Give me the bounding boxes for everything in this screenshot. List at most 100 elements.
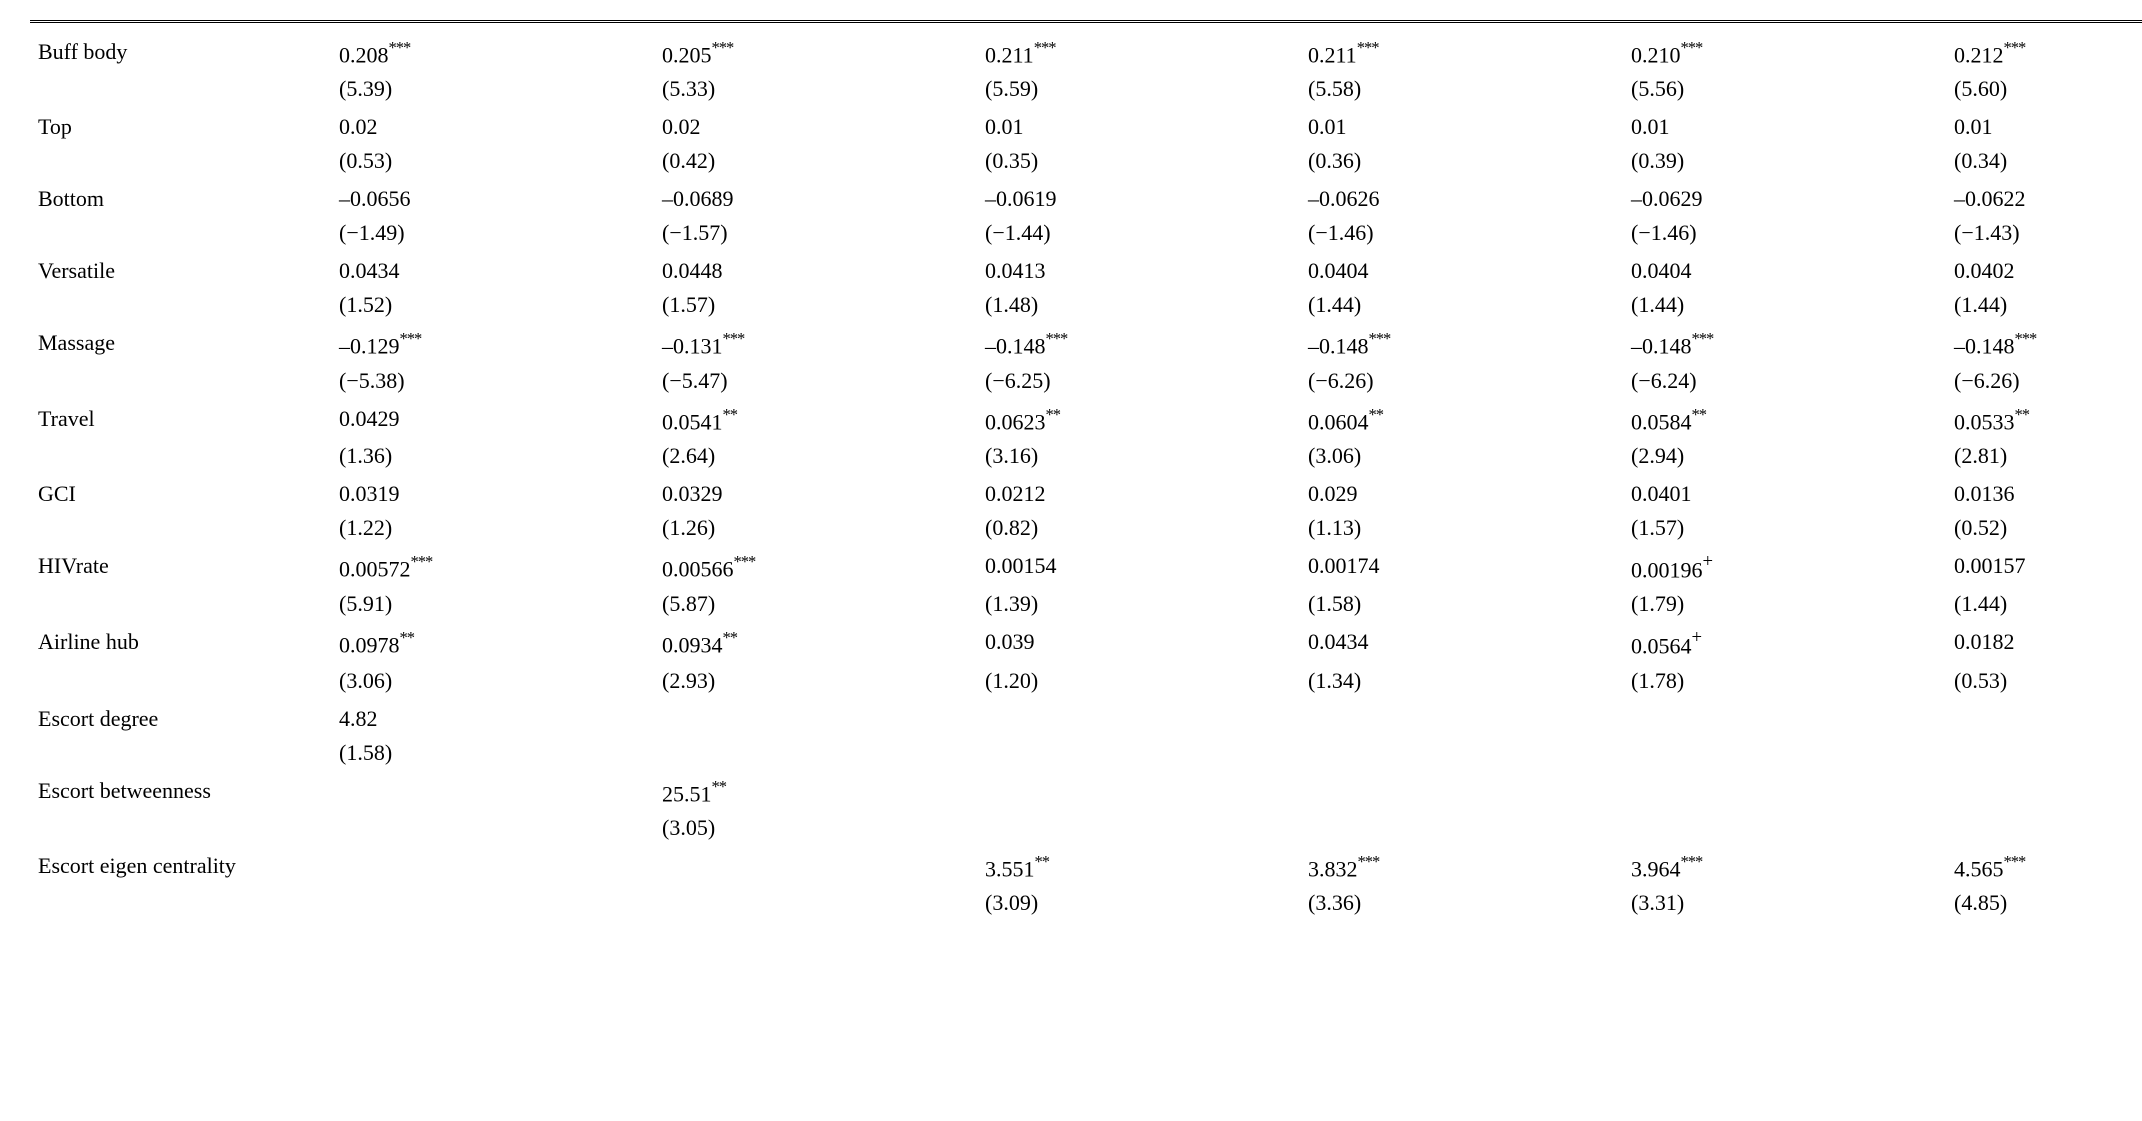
- significance-marker: +: [1703, 551, 1714, 572]
- coef-value: –0.0619: [985, 186, 1057, 211]
- table-row: (0.53)(0.42)(0.35)(0.36)(0.39)(0.34): [30, 144, 2142, 178]
- se-cell: (1.36): [331, 439, 654, 473]
- coef-value: 0.211: [1308, 42, 1357, 67]
- table-row: Escort degree4.82: [30, 698, 2142, 736]
- se-cell: (2.81): [1946, 439, 2142, 473]
- se-cell: (1.57): [654, 288, 977, 322]
- coef-cell: 0.0434: [1300, 621, 1623, 663]
- coef-cell: 0.02: [654, 106, 977, 144]
- se-cell: (2.64): [654, 439, 977, 473]
- coef-cell: 0.01: [1946, 106, 2142, 144]
- significance-marker: ***: [1358, 852, 1380, 871]
- coef-value: –0.0626: [1308, 186, 1380, 211]
- coef-cell: 0.0564+: [1623, 621, 1946, 663]
- coef-cell: [654, 845, 977, 886]
- coef-cell: [1623, 698, 1946, 736]
- coef-cell: 0.210***: [1623, 31, 1946, 72]
- empty-label-cell: [30, 587, 331, 621]
- se-cell: (5.39): [331, 72, 654, 106]
- coef-cell: 0.0434: [331, 250, 654, 288]
- se-cell: (1.58): [1300, 587, 1623, 621]
- coef-cell: 0.01: [1623, 106, 1946, 144]
- coef-cell: [1300, 698, 1623, 736]
- empty-label-cell: [30, 736, 331, 770]
- se-cell: (−5.47): [654, 364, 977, 398]
- se-cell: (5.56): [1623, 72, 1946, 106]
- table-row: Bottom–0.0656–0.0689–0.0619–0.0626–0.062…: [30, 178, 2142, 216]
- se-cell: (1.22): [331, 511, 654, 545]
- coef-cell: 0.212***: [1946, 31, 2142, 72]
- coef-cell: 4.82: [331, 698, 654, 736]
- empty-label-cell: [30, 811, 331, 845]
- coef-cell: [331, 845, 654, 886]
- coef-cell: 0.02: [331, 106, 654, 144]
- coef-value: 0.0401: [1631, 481, 1692, 506]
- variable-label: Escort betweenness: [30, 770, 331, 811]
- se-cell: (0.35): [977, 144, 1300, 178]
- se-cell: (−1.43): [1946, 216, 2142, 250]
- significance-marker: **: [712, 777, 727, 796]
- coef-cell: 0.00566***: [654, 545, 977, 587]
- empty-label-cell: [30, 72, 331, 106]
- coef-value: 0.00566: [662, 556, 734, 581]
- significance-marker: ***: [2004, 38, 2026, 57]
- coef-value: 0.0212: [985, 481, 1046, 506]
- coef-value: 0.0434: [1308, 629, 1369, 654]
- coef-cell: 0.0584**: [1623, 398, 1946, 439]
- table-row: (1.52)(1.57)(1.48)(1.44)(1.44)(1.44): [30, 288, 2142, 322]
- se-cell: (5.91): [331, 587, 654, 621]
- table-row: GCI0.03190.03290.02120.0290.04010.0136: [30, 473, 2142, 511]
- coef-value: 3.551: [985, 856, 1035, 881]
- coef-value: –0.129: [339, 334, 400, 359]
- variable-label: Massage: [30, 322, 331, 363]
- coef-cell: –0.0629: [1623, 178, 1946, 216]
- coef-value: 25.51: [662, 781, 712, 806]
- significance-marker: ***: [1681, 38, 1703, 57]
- se-cell: (−1.46): [1623, 216, 1946, 250]
- se-cell: (0.53): [331, 144, 654, 178]
- coef-cell: 0.039: [977, 621, 1300, 663]
- se-cell: (1.26): [654, 511, 977, 545]
- coef-value: 3.832: [1308, 856, 1358, 881]
- se-cell: (0.42): [654, 144, 977, 178]
- se-cell: [654, 736, 977, 770]
- coef-cell: [654, 698, 977, 736]
- coef-cell: –0.0622: [1946, 178, 2142, 216]
- se-cell: (0.39): [1623, 144, 1946, 178]
- coef-cell: 0.01: [977, 106, 1300, 144]
- coef-cell: 0.0401: [1623, 473, 1946, 511]
- coef-value: 3.964: [1631, 856, 1681, 881]
- table-row: Escort eigen centrality3.551**3.832***3.…: [30, 845, 2142, 886]
- significance-marker: ***: [2015, 329, 2037, 348]
- coef-value: 0.0319: [339, 481, 400, 506]
- se-cell: (3.36): [1300, 886, 1623, 920]
- empty-label-cell: [30, 144, 331, 178]
- coef-value: –0.148: [1954, 334, 2015, 359]
- coef-cell: 0.0604**: [1300, 398, 1623, 439]
- se-cell: (1.20): [977, 664, 1300, 698]
- se-cell: (−6.25): [977, 364, 1300, 398]
- coef-value: –0.0622: [1954, 186, 2026, 211]
- se-cell: (3.31): [1623, 886, 1946, 920]
- se-cell: (5.58): [1300, 72, 1623, 106]
- coef-value: 0.208: [339, 42, 389, 67]
- coef-cell: –0.148***: [1623, 322, 1946, 363]
- significance-marker: +: [1692, 627, 1703, 648]
- coef-cell: 0.00174: [1300, 545, 1623, 587]
- coef-value: 0.205: [662, 42, 712, 67]
- coef-cell: –0.0656: [331, 178, 654, 216]
- coef-cell: –0.0626: [1300, 178, 1623, 216]
- se-cell: (1.52): [331, 288, 654, 322]
- se-cell: (−6.26): [1946, 364, 2142, 398]
- variable-label: GCI: [30, 473, 331, 511]
- coef-value: –0.148: [985, 334, 1046, 359]
- coef-value: 0.02: [662, 114, 701, 139]
- coef-value: –0.0689: [662, 186, 734, 211]
- coef-cell: –0.0689: [654, 178, 977, 216]
- se-cell: (5.87): [654, 587, 977, 621]
- coef-cell: [1946, 770, 2142, 811]
- se-cell: [331, 886, 654, 920]
- se-cell: [1300, 811, 1623, 845]
- se-cell: (−1.44): [977, 216, 1300, 250]
- coef-value: 0.01: [1954, 114, 1993, 139]
